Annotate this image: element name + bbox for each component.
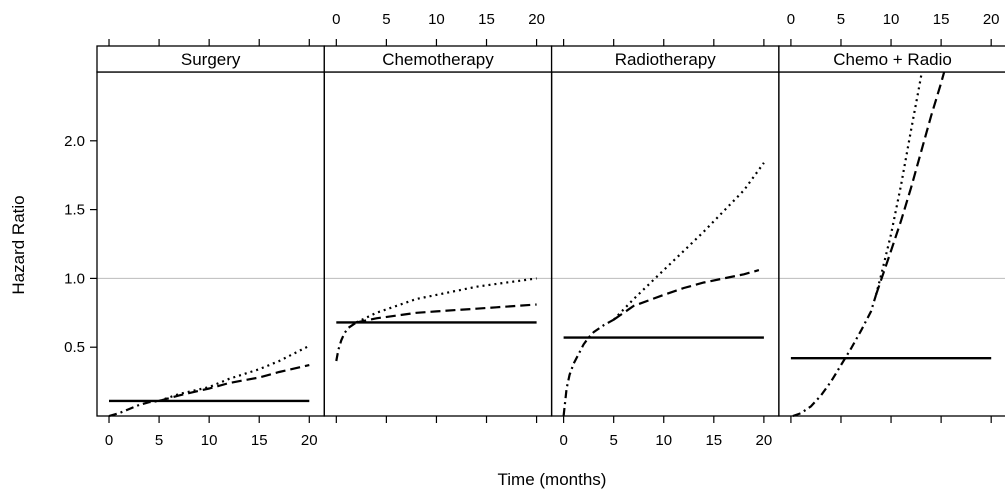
series-line-dashdot xyxy=(335,321,357,362)
y-tick-label: 1.0 xyxy=(64,270,85,287)
series-line-dashdot xyxy=(562,318,615,417)
panel-border xyxy=(323,71,553,417)
panel-border xyxy=(778,71,1005,417)
strip-box xyxy=(778,45,1005,73)
y-tick-label: 2.0 xyxy=(64,133,85,150)
x-tick-label: 15 xyxy=(478,11,495,28)
x-tick-label: 10 xyxy=(428,11,445,28)
x-tick-label: 20 xyxy=(756,432,773,449)
strip-box xyxy=(323,45,553,73)
series-line-dashdot xyxy=(792,294,878,418)
x-tick-label: 0 xyxy=(332,11,340,28)
x-tick-label: 10 xyxy=(883,11,900,28)
y-tick-label: 1.5 xyxy=(64,202,85,219)
panel-border xyxy=(550,71,780,417)
x-tick-label: 5 xyxy=(382,11,390,28)
x-axis-title: Time (months) xyxy=(498,470,607,489)
panel-3: Radiotherapy 0 5 10 15 20 xyxy=(550,39,780,449)
x-tick-label: 0 xyxy=(559,432,567,449)
x-tick-label: 5 xyxy=(610,432,618,449)
y-tick-label: 0.5 xyxy=(64,339,85,356)
series-line-dashed xyxy=(874,64,948,296)
series-line-dashdot xyxy=(108,399,160,418)
strip-box xyxy=(550,45,780,73)
y-axis-title: Hazard Ratio xyxy=(9,195,28,294)
panel-border xyxy=(96,71,325,417)
strip-label: Surgery xyxy=(181,50,241,69)
strip-label: Chemo + Radio xyxy=(833,50,952,69)
series-line-dashed xyxy=(158,364,310,402)
x-tick-label: 20 xyxy=(301,432,318,449)
series-line-dashed xyxy=(613,269,760,321)
panel-1: Surgery 0 5 10 15 20 xyxy=(96,39,325,449)
x-tick-label: 10 xyxy=(201,432,218,449)
panel-2: Chemotherapy 0 5 10 15 20 xyxy=(323,11,553,423)
panel-4: Chemo + Radio 0 5 10 15 20 xyxy=(778,11,1005,423)
x-tick-label: 10 xyxy=(655,432,672,449)
x-tick-label: 5 xyxy=(837,11,845,28)
x-tick-label: 5 xyxy=(155,432,163,449)
series-line-dotted xyxy=(158,344,310,402)
strip-label: Chemotherapy xyxy=(382,50,494,69)
x-tick-label: 15 xyxy=(705,432,722,449)
x-tick-label: 20 xyxy=(983,11,1000,28)
series-line-dotted xyxy=(355,277,537,324)
x-tick-label: 20 xyxy=(528,11,545,28)
series-line-dashed xyxy=(356,303,537,324)
x-tick-label: 0 xyxy=(105,432,113,449)
x-tick-label: 0 xyxy=(787,11,795,28)
x-tick-label: 15 xyxy=(251,432,268,449)
series-line-dotted xyxy=(874,64,925,296)
series-line-dotted xyxy=(612,162,765,321)
x-tick-label: 15 xyxy=(933,11,950,28)
strip-label: Radiotherapy xyxy=(615,50,717,69)
